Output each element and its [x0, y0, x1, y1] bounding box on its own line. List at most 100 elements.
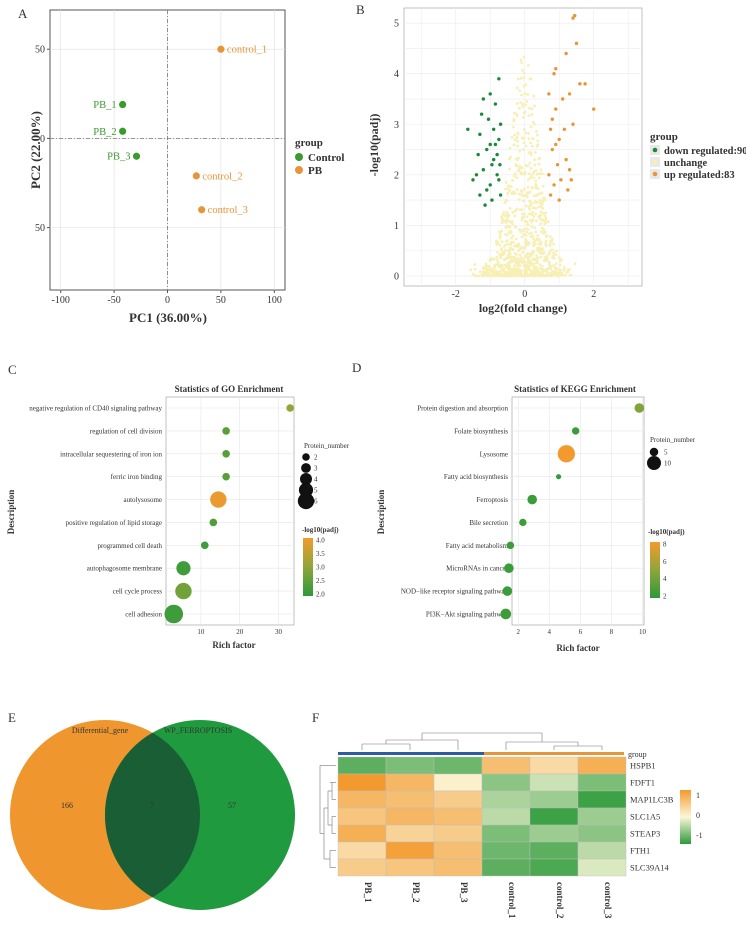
volcano-unchanged-point	[548, 272, 552, 275]
go-color-legend-tick: 2.5	[316, 577, 325, 585]
volcano-unchanged-point	[545, 270, 549, 273]
go-term-label: regulation of cell division	[90, 427, 163, 435]
kegg-color-legend-title: -log10(padj)	[648, 528, 685, 536]
heatmap-cell	[433, 824, 483, 843]
venn-diagram: Differential_gene WP_FERROPTOSIS 166 7 5…	[10, 720, 295, 910]
kegg-size-legend-label: 5	[664, 449, 668, 457]
heatmap-cell	[433, 756, 483, 775]
kegg-color-legend-tick: 8	[663, 541, 667, 549]
volcano-unchanged-point	[508, 231, 512, 235]
volcano-unchanged-point	[527, 137, 531, 141]
go-term-dot	[222, 427, 230, 435]
volcano-unchanged-point	[534, 219, 538, 223]
volcano-unchanged-point	[523, 246, 527, 250]
volcano-unchanged-point	[542, 269, 546, 273]
kegg-term-dot	[555, 474, 562, 480]
volcano-unchanged-point	[513, 273, 517, 277]
volcano-unchanged-point	[547, 274, 551, 278]
go-term-label: cell adhesion	[125, 611, 162, 619]
volcano-unchanged-point	[500, 217, 504, 221]
volcano-unchanged-point	[526, 93, 530, 97]
kegg-x-axis-label: Rich factor	[556, 643, 599, 653]
volcano-unchanged-point	[473, 267, 477, 271]
volcano-unchanged-point	[532, 122, 536, 126]
volcano-y-tick-label: 5	[394, 19, 399, 30]
volcano-down-point	[474, 173, 479, 177]
go-size-legend-dot	[300, 473, 312, 485]
volcano-up-point	[566, 188, 570, 192]
heatmap-cell	[577, 773, 627, 792]
volcano-unchanged-point	[507, 157, 511, 161]
volcano-unchanged-point	[524, 131, 528, 135]
volcano-unchanged-point	[528, 241, 531, 245]
volcano-unchanged-point	[494, 269, 498, 272]
heatmap-cell	[529, 756, 579, 775]
volcano-unchanged-point	[512, 265, 516, 268]
volcano-unchanged-point	[495, 255, 499, 259]
heatmap-legend-tick: 1	[696, 791, 700, 800]
volcano-unchanged-point	[492, 257, 496, 261]
volcano-unchanged-point	[534, 212, 537, 216]
volcano-down-point	[483, 203, 487, 207]
kegg-term-label: MicroRNAs in cancer	[446, 565, 508, 573]
heatmap-cell	[337, 841, 387, 860]
volcano-unchanged-point	[522, 141, 526, 144]
volcano-unchanged-point	[537, 157, 541, 161]
volcano-unchanged-point	[508, 260, 512, 264]
volcano-down-point	[498, 193, 503, 197]
volcano-unchanged-point	[505, 239, 508, 243]
volcano-unchanged-point	[541, 267, 544, 271]
go-size-legend-title: Protein_number	[304, 442, 350, 450]
volcano-unchanged-point	[559, 259, 562, 263]
volcano-down-point	[488, 92, 492, 96]
volcano-unchanged-point	[512, 244, 516, 248]
pca-point-label: control_2	[202, 171, 242, 182]
volcano-x-tick-label: -2	[452, 289, 460, 300]
volcano-unchanged-point	[540, 218, 544, 221]
volcano-unchanged-point	[548, 235, 552, 238]
panel-letter-b: B	[356, 2, 365, 17]
volcano-unchanged-point	[504, 225, 508, 229]
volcano-unchanged-point	[531, 137, 535, 141]
go-term-label: ferric iron binding	[111, 473, 163, 481]
volcano-unchanged-point	[510, 236, 513, 240]
heatmap-row-label: MAP1LC3B	[630, 795, 674, 805]
volcano-unchanged-point	[530, 144, 534, 148]
pca-y-tick-label: 50	[35, 45, 45, 56]
pca-y-tick-label: 50	[35, 223, 45, 234]
volcano-unchanged-point	[538, 242, 542, 246]
volcano-unchanged-point	[527, 131, 531, 135]
pca-point	[119, 127, 127, 135]
volcano-unchanged-point	[522, 128, 526, 131]
volcano-unchanged-point	[527, 199, 531, 203]
pca-legend-pb-label: PB	[308, 165, 323, 177]
volcano-unchanged-point	[507, 263, 511, 267]
volcano-unchanged-point	[519, 101, 522, 104]
volcano-unchanged-point	[552, 252, 556, 256]
volcano-unchanged-point	[532, 237, 535, 241]
volcano-unchanged-point	[506, 242, 510, 246]
heatmap-row-label: STEAP3	[630, 829, 660, 839]
heatmap-legend-tick: 0	[696, 811, 700, 820]
kegg-title: Statistics of KEGG Enrichment	[514, 384, 636, 394]
volcano-unchanged-point	[531, 171, 535, 175]
volcano-unchanged-point	[565, 270, 569, 274]
venn-overlap-count: 7	[150, 801, 154, 810]
volcano-unchanged-point	[469, 268, 473, 272]
volcano-unchanged-point	[526, 227, 530, 231]
volcano-unchanged-point	[569, 273, 573, 277]
volcano-unchanged-point	[496, 260, 500, 264]
volcano-plot-area	[403, 7, 643, 287]
volcano-unchanged-point	[484, 267, 488, 271]
go-term-dot	[222, 472, 230, 481]
volcano-unchanged-point	[535, 268, 539, 272]
volcano-unchanged-point	[518, 164, 522, 168]
volcano-unchanged-point	[563, 268, 566, 272]
go-size-legend-label: 2	[314, 454, 318, 462]
volcano-unchanged-point	[554, 262, 558, 266]
volcano-unchanged-point	[516, 274, 520, 278]
heatmap-cell	[529, 841, 579, 860]
go-color-legend-tick: 3.5	[316, 550, 325, 558]
volcano-unchanged-point	[549, 267, 553, 271]
volcano-unchanged-point	[525, 195, 529, 199]
